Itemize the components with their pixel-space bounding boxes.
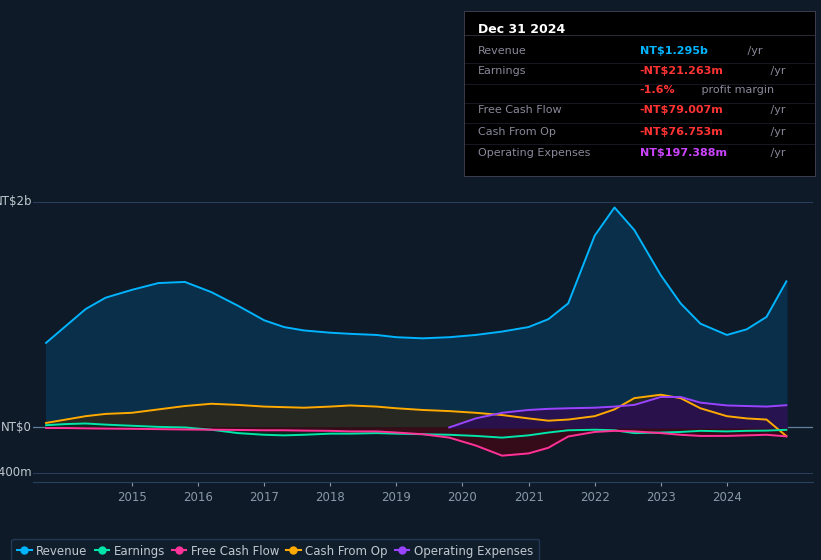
Text: Operating Expenses: Operating Expenses	[478, 148, 590, 158]
Text: /yr: /yr	[744, 46, 763, 56]
Text: Revenue: Revenue	[478, 46, 526, 56]
Text: -1.6%: -1.6%	[640, 86, 675, 96]
Text: Free Cash Flow: Free Cash Flow	[478, 105, 562, 115]
Text: Cash From Op: Cash From Op	[478, 127, 556, 137]
Text: /yr: /yr	[767, 67, 786, 77]
Text: /yr: /yr	[767, 148, 786, 158]
Text: NT$2b: NT$2b	[0, 195, 32, 208]
Text: -NT$400m: -NT$400m	[0, 466, 32, 479]
Text: /yr: /yr	[767, 127, 786, 137]
Text: NT$1.295b: NT$1.295b	[640, 46, 708, 56]
Text: -NT$76.753m: -NT$76.753m	[640, 127, 723, 137]
Text: -NT$21.263m: -NT$21.263m	[640, 67, 723, 77]
Text: /yr: /yr	[767, 105, 786, 115]
Text: NT$0: NT$0	[1, 421, 32, 434]
Text: Earnings: Earnings	[478, 67, 526, 77]
Text: Dec 31 2024: Dec 31 2024	[478, 23, 565, 36]
Legend: Revenue, Earnings, Free Cash Flow, Cash From Op, Operating Expenses: Revenue, Earnings, Free Cash Flow, Cash …	[11, 539, 539, 560]
Text: NT$197.388m: NT$197.388m	[640, 148, 727, 158]
Text: profit margin: profit margin	[698, 86, 773, 96]
Text: -NT$79.007m: -NT$79.007m	[640, 105, 723, 115]
